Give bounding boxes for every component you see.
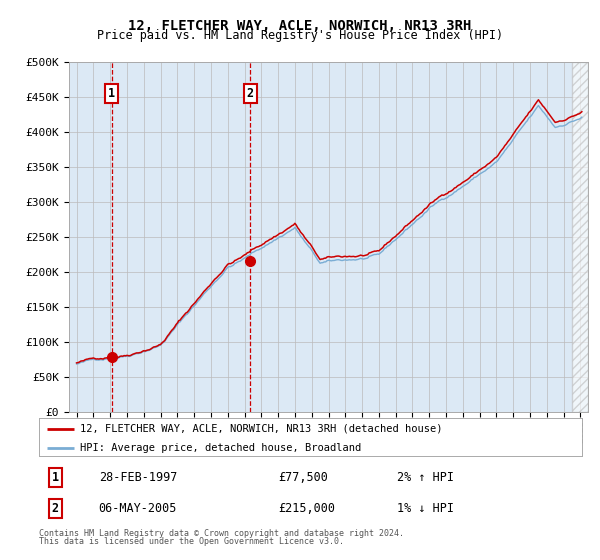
Text: 12, FLETCHER WAY, ACLE, NORWICH, NR13 3RH (detached house): 12, FLETCHER WAY, ACLE, NORWICH, NR13 3R… [80,424,442,434]
Text: 1: 1 [52,471,59,484]
Text: 12, FLETCHER WAY, ACLE, NORWICH, NR13 3RH: 12, FLETCHER WAY, ACLE, NORWICH, NR13 3R… [128,19,472,33]
Text: 06-MAY-2005: 06-MAY-2005 [99,502,177,515]
Text: 2% ↑ HPI: 2% ↑ HPI [397,471,454,484]
Text: 2: 2 [52,502,59,515]
Text: This data is licensed under the Open Government Licence v3.0.: This data is licensed under the Open Gov… [39,538,344,547]
Text: 1: 1 [108,87,115,100]
Text: HPI: Average price, detached house, Broadland: HPI: Average price, detached house, Broa… [80,443,361,453]
Text: £77,500: £77,500 [278,471,328,484]
Text: 2: 2 [247,87,254,100]
Bar [572,62,588,412]
Text: Contains HM Land Registry data © Crown copyright and database right 2024.: Contains HM Land Registry data © Crown c… [39,529,404,538]
Text: Price paid vs. HM Land Registry's House Price Index (HPI): Price paid vs. HM Land Registry's House … [97,29,503,42]
Text: 1% ↓ HPI: 1% ↓ HPI [397,502,454,515]
Text: 28-FEB-1997: 28-FEB-1997 [99,471,177,484]
Text: £215,000: £215,000 [278,502,335,515]
